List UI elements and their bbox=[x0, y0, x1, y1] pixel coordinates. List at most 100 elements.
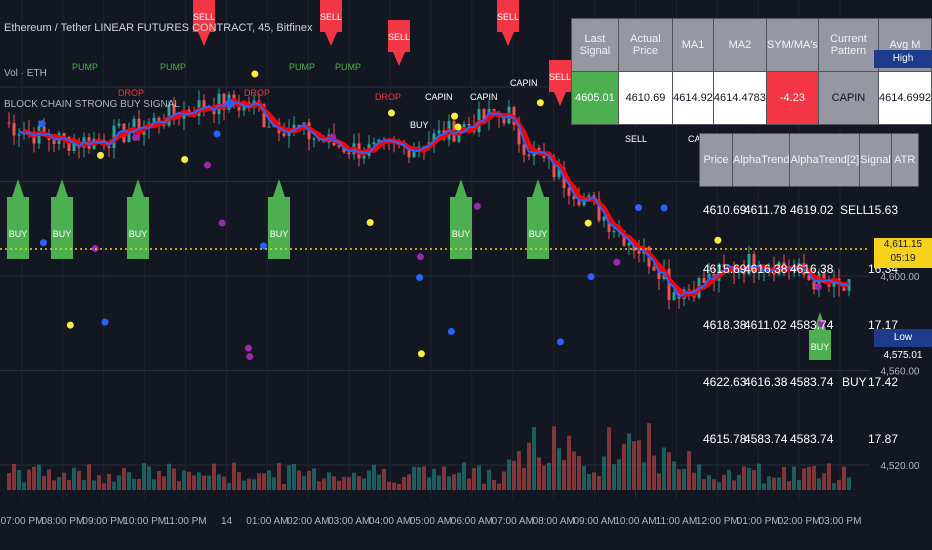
x-tick-label: 10:00 PM bbox=[123, 516, 166, 527]
volume-bar bbox=[132, 478, 136, 490]
volume-bar bbox=[387, 481, 391, 490]
volume-bar bbox=[632, 441, 636, 490]
indicator-label: BLOCK CHAIN STRONG BUY SIGNAL bbox=[4, 99, 180, 110]
sell-arrow bbox=[198, 32, 210, 46]
pattern-marker: DROP bbox=[118, 88, 144, 98]
sell-arrow bbox=[502, 32, 514, 46]
sell-signal-box bbox=[549, 60, 571, 92]
th-ma1: MA1 bbox=[672, 18, 714, 72]
buy-signal-label: BUY bbox=[270, 229, 289, 239]
volume-bar bbox=[572, 451, 576, 490]
volume-bar bbox=[462, 462, 466, 490]
volume-bar bbox=[652, 455, 656, 490]
volume-bar bbox=[392, 482, 396, 490]
high-price-label: High 4,691.49 bbox=[874, 50, 932, 82]
pattern-marker: PUMP bbox=[335, 62, 361, 72]
row4-atr: 17.42 bbox=[868, 375, 899, 389]
volume-bar bbox=[87, 464, 91, 490]
volume-bar bbox=[467, 478, 471, 490]
row1-price: 4610.69 bbox=[703, 203, 747, 217]
buy-arrow bbox=[455, 179, 467, 197]
candle-body bbox=[167, 104, 171, 126]
candle-body bbox=[782, 262, 786, 268]
sell-signal-label: SELL bbox=[497, 12, 519, 22]
volume-bar bbox=[277, 462, 281, 490]
signal-dot bbox=[416, 253, 424, 261]
sell-signal-box bbox=[193, 0, 215, 32]
volume-bar bbox=[417, 467, 421, 490]
signal-dot bbox=[39, 239, 47, 247]
x-tick-label: 08:00 AM bbox=[533, 516, 575, 527]
volume-bar bbox=[842, 466, 846, 490]
low-value-text: 4,575.01 bbox=[883, 350, 923, 361]
volume-bar bbox=[362, 478, 366, 490]
candle-body bbox=[722, 264, 726, 267]
volume-bar bbox=[242, 480, 246, 490]
signal-dot bbox=[218, 219, 226, 227]
pattern-marker: PUMP bbox=[289, 62, 315, 72]
x-tick-label: 03:00 AM bbox=[328, 516, 370, 527]
volume-bar bbox=[752, 469, 756, 490]
candle-body bbox=[502, 116, 506, 124]
volume-bar bbox=[587, 474, 591, 490]
candle-body bbox=[752, 253, 756, 273]
volume-bar bbox=[112, 481, 116, 490]
candle-body bbox=[612, 231, 616, 233]
volume-bar bbox=[37, 464, 41, 490]
x-tick-label: 04:00 AM bbox=[369, 516, 411, 527]
candle-body bbox=[672, 292, 676, 300]
x-tick-label: 02:00 AM bbox=[287, 516, 329, 527]
row4-price: 4622.63 bbox=[703, 375, 747, 389]
volume-bar bbox=[442, 466, 446, 490]
volume-bar bbox=[427, 477, 431, 490]
volume-bar bbox=[322, 478, 326, 490]
sell-signal-label: SELL bbox=[388, 32, 410, 42]
candle-body bbox=[627, 243, 631, 246]
candle-body bbox=[162, 124, 166, 126]
signal-dot bbox=[613, 258, 621, 266]
volume-bar bbox=[327, 472, 331, 490]
buy-arrow bbox=[132, 179, 144, 197]
volume-bar bbox=[137, 478, 141, 490]
volume-bar bbox=[822, 473, 826, 490]
volume-bar bbox=[422, 466, 426, 490]
td-ma1: 4614.92 bbox=[672, 71, 714, 125]
candle-body bbox=[637, 250, 641, 254]
candle-body bbox=[747, 253, 751, 275]
buy-signal-box bbox=[809, 330, 831, 360]
buy-signal-box bbox=[268, 197, 290, 259]
x-tick-label: 07:00 PM bbox=[1, 516, 44, 527]
candle-body bbox=[437, 130, 441, 134]
volume-bar bbox=[382, 468, 386, 490]
volume-bar bbox=[497, 483, 501, 490]
y-tick-label: 4,600.00 bbox=[881, 272, 920, 283]
current-price-time: 05:19 bbox=[890, 253, 916, 264]
th-actual-price: Actual Price bbox=[617, 18, 674, 72]
volume-bar bbox=[612, 464, 616, 490]
volume-label: Vol · ETH bbox=[4, 68, 47, 79]
high-label-text: High bbox=[892, 53, 914, 64]
th-sym-mas: SYM/MA's bbox=[765, 18, 819, 72]
row3-alphatrend: 4611.02 bbox=[744, 318, 787, 332]
row3-price: 4618.38 bbox=[703, 318, 747, 332]
volume-bar bbox=[737, 474, 741, 490]
candle-body bbox=[552, 157, 556, 178]
volume-bar bbox=[772, 477, 776, 490]
volume-bar bbox=[797, 479, 801, 490]
volume-bar bbox=[742, 466, 746, 490]
volume-bar bbox=[722, 474, 726, 490]
candle-body bbox=[577, 199, 581, 206]
candle-body bbox=[267, 126, 271, 128]
candle-body bbox=[702, 277, 706, 284]
volume-bar bbox=[597, 475, 601, 490]
low-label-text: Low bbox=[893, 332, 913, 343]
row4-alphatrend: 4616.38 bbox=[744, 375, 788, 389]
candle-body bbox=[342, 147, 346, 153]
volume-bar bbox=[487, 469, 491, 490]
volume-bar bbox=[542, 465, 546, 490]
candle-body bbox=[187, 109, 191, 114]
signal-dot bbox=[226, 101, 234, 109]
volume-bar bbox=[667, 452, 671, 490]
signal-dot bbox=[251, 70, 259, 78]
